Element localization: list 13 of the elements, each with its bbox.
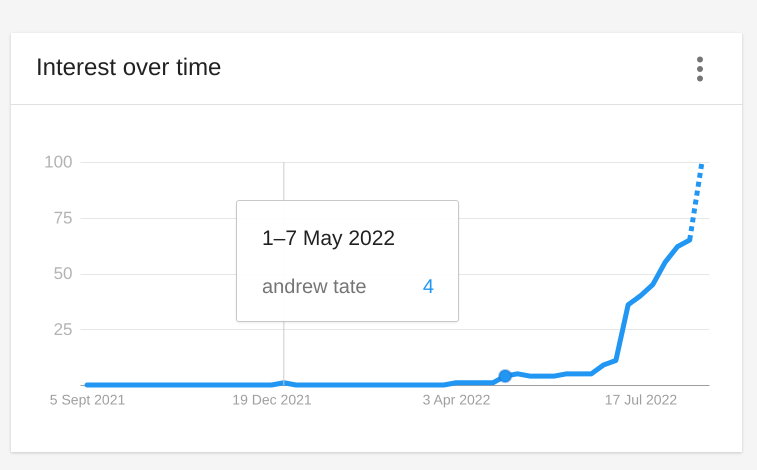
chart-title: Interest over time bbox=[36, 54, 222, 81]
x-tick-label: 3 Apr 2022 bbox=[422, 392, 491, 408]
y-tick-label: 50 bbox=[54, 264, 72, 283]
x-tick-label: 19 Dec 2021 bbox=[232, 392, 312, 408]
x-tick-label: 5 Sept 2021 bbox=[50, 392, 126, 408]
y-tick-label: 100 bbox=[44, 152, 72, 172]
text: andrew tate bbox=[262, 276, 367, 298]
annotation: 1–7 May 2022 bbox=[262, 227, 396, 250]
y-tick-label: 75 bbox=[54, 208, 72, 228]
y-tick-label: 25 bbox=[54, 320, 72, 339]
x-tick-label: 17 Jul 2022 bbox=[604, 392, 678, 408]
tooltip: 1–7 May 2022 andrew tate 4 bbox=[236, 200, 459, 322]
annotation: 4 bbox=[422, 276, 434, 298]
